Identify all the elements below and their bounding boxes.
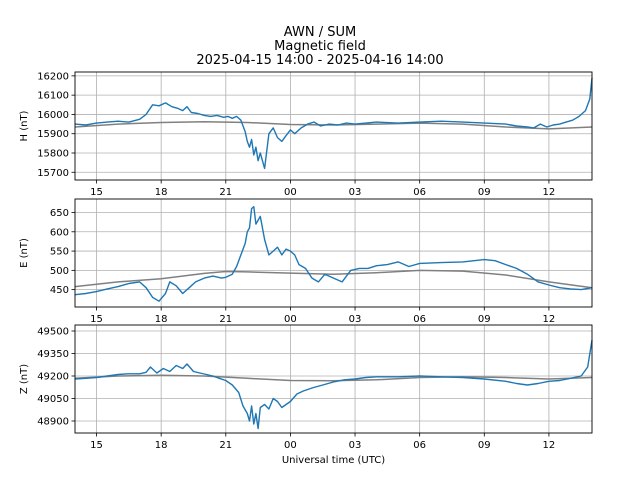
h-x-tick-label-7: 12 <box>543 187 556 198</box>
h-x-tick-label-6: 09 <box>478 187 491 198</box>
time-range-title: 2025-04-15 14:00 - 2025-04-16 14:00 <box>196 53 444 68</box>
h-measured-line <box>74 77 593 170</box>
z-x-tick-label-1: 18 <box>155 440 168 451</box>
e-y-tick-label-2: 550 <box>50 247 69 258</box>
z-x-tick-label-7: 12 <box>543 440 556 451</box>
z-y-axis-label: Z (nT) <box>19 364 30 394</box>
e-measured-line <box>74 205 593 302</box>
z-y-tick-label-3: 49350 <box>37 349 69 360</box>
z-y-tick-label-4: 49500 <box>37 327 69 338</box>
z-x-tick-label-6: 09 <box>478 440 491 451</box>
e-y-axis-label: E (nT) <box>19 238 30 268</box>
h-x-tick-label-0: 15 <box>90 187 103 198</box>
e-y-tick-label-3: 600 <box>50 227 69 238</box>
h-x-tick-label-3: 00 <box>284 187 297 198</box>
e-x-tick-label-3: 00 <box>284 314 297 325</box>
z-x-tick-label-2: 21 <box>219 440 232 451</box>
e-x-tick-label-4: 03 <box>349 314 362 325</box>
e-x-tick-label-2: 21 <box>219 314 232 325</box>
h-x-tick-label-2: 21 <box>219 187 232 198</box>
h-y-tick-label-3: 16000 <box>37 110 69 121</box>
x-axis-label: Universal time (UTC) <box>282 455 385 466</box>
h-x-tick-label-5: 06 <box>413 187 426 198</box>
z-y-tick-label-1: 49050 <box>37 394 69 405</box>
h-y-tick-label-4: 16100 <box>37 91 69 102</box>
e-x-tick-label-1: 18 <box>155 314 168 325</box>
e-x-tick-label-0: 15 <box>90 314 103 325</box>
z-x-tick-label-3: 00 <box>284 440 297 451</box>
z-measured-line <box>74 339 593 430</box>
e-baseline-line <box>74 269 593 289</box>
h-x-tick-label-4: 03 <box>349 187 362 198</box>
e-y-tick-label-4: 650 <box>50 208 69 219</box>
z-y-tick-label-2: 49200 <box>37 372 69 383</box>
h-y-tick-label-0: 15700 <box>37 168 69 179</box>
z-baseline-line <box>74 374 593 382</box>
e-y-tick-label-0: 450 <box>50 285 69 296</box>
h-y-axis-label: H (nT) <box>19 110 30 141</box>
z-x-tick-label-5: 06 <box>413 440 426 451</box>
h-y-tick-label-2: 15900 <box>37 129 69 140</box>
e-x-tick-label-6: 09 <box>478 314 491 325</box>
z-plot-frame <box>74 324 593 434</box>
chart-subtitle: Magnetic field <box>274 39 366 54</box>
e-x-tick-label-7: 12 <box>543 314 556 325</box>
e-plot-frame <box>74 198 593 308</box>
station-title: AWN / SUM <box>283 25 357 40</box>
e-y-tick-label-1: 500 <box>50 266 69 277</box>
z-x-tick-label-4: 03 <box>349 440 362 451</box>
z-y-tick-label-0: 48900 <box>37 417 69 428</box>
z-x-tick-label-0: 15 <box>90 440 103 451</box>
h-x-tick-label-1: 18 <box>155 187 168 198</box>
h-y-tick-label-5: 16200 <box>37 71 69 82</box>
e-x-tick-label-5: 06 <box>413 314 426 325</box>
h-plot-frame <box>74 71 593 181</box>
h-y-tick-label-1: 15800 <box>37 149 69 160</box>
